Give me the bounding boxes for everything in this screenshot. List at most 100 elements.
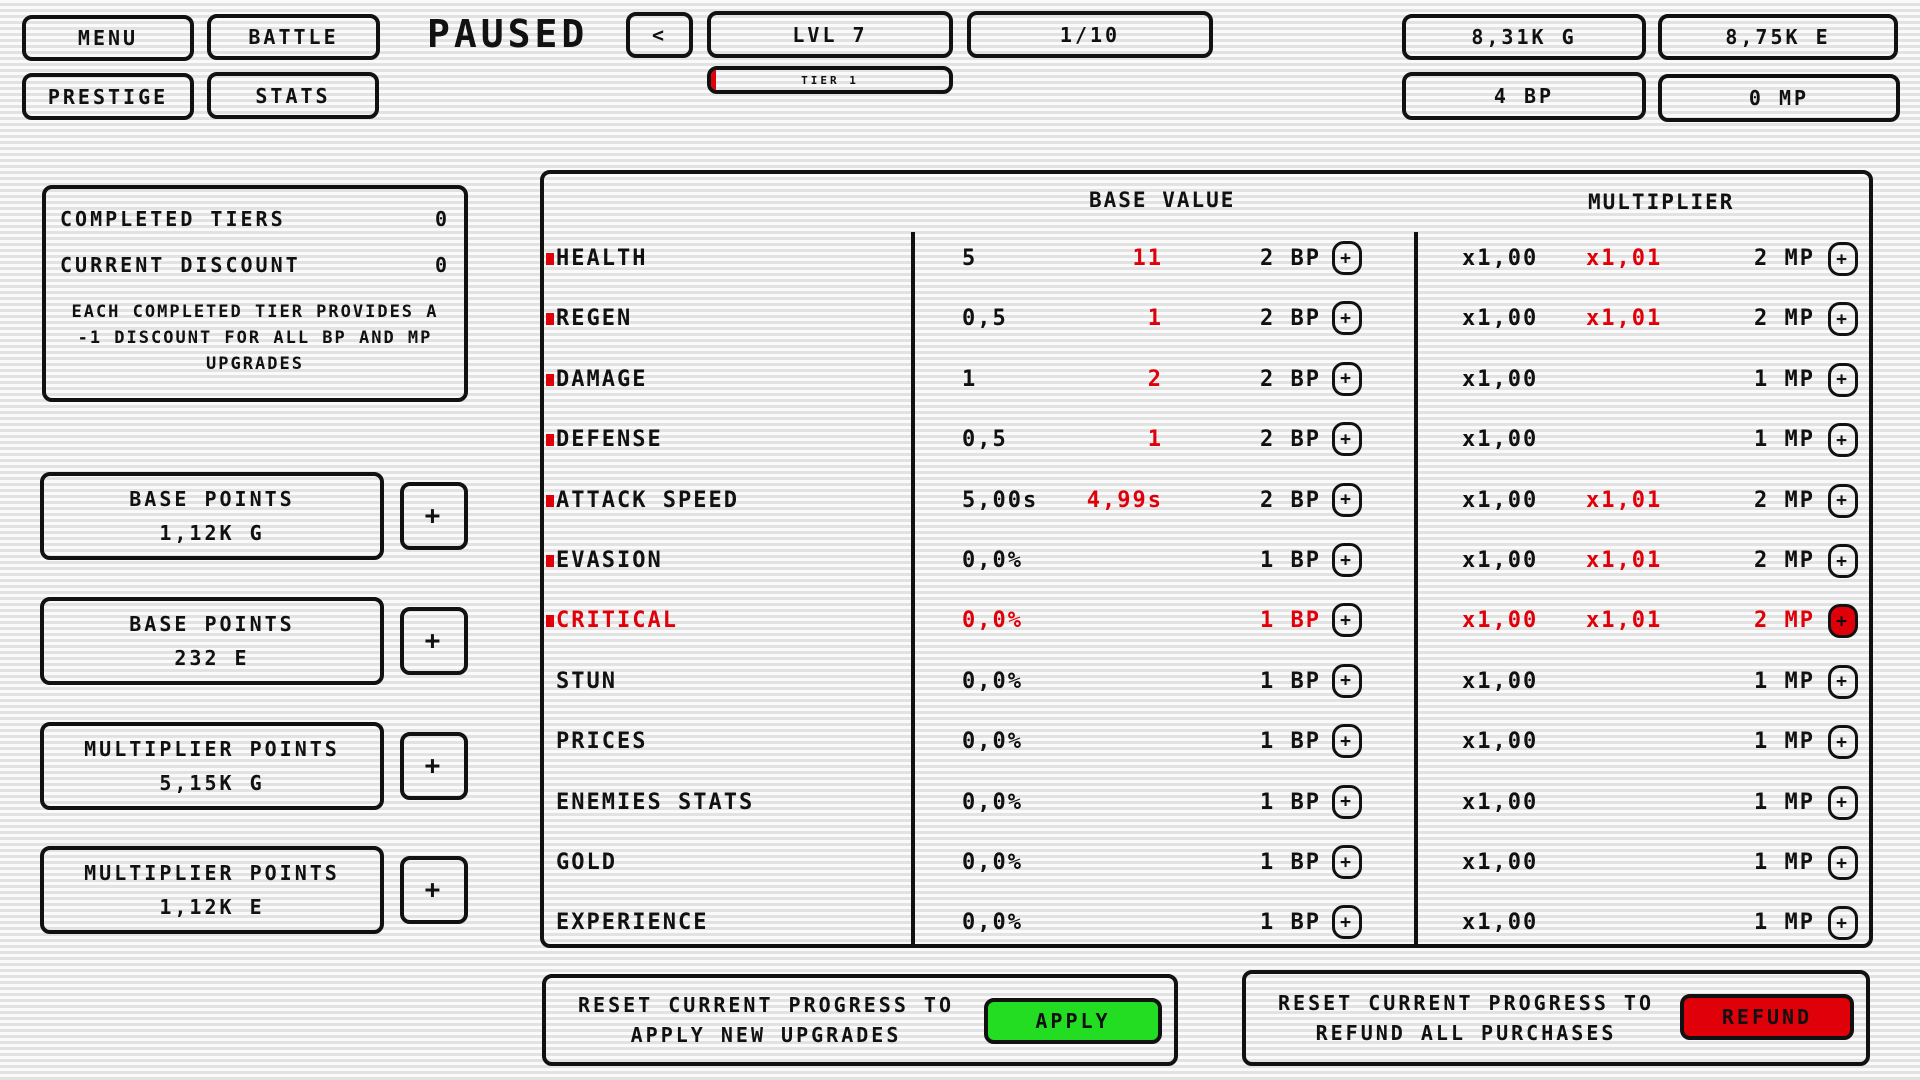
mp-cost: 2 MP bbox=[1754, 246, 1815, 271]
buy-base-button[interactable]: + bbox=[1332, 845, 1362, 879]
base-value: 5,00s bbox=[962, 487, 1039, 513]
mp-cost: 1 MP bbox=[1754, 789, 1815, 815]
buy-multiplier-button[interactable]: + bbox=[1828, 846, 1858, 880]
buy-base-button[interactable]: + bbox=[1332, 301, 1362, 336]
buy-multiplier-button[interactable]: + bbox=[1828, 544, 1858, 578]
upgrade-name: REGEN bbox=[556, 306, 633, 332]
mp-cost: 1 MP bbox=[1754, 910, 1815, 936]
marker-icon bbox=[546, 434, 554, 447]
battle-button[interactable]: BATTLE bbox=[207, 14, 380, 60]
buy-base-button[interactable]: + bbox=[1332, 241, 1362, 275]
mp-cost: 1 MP bbox=[1754, 668, 1815, 694]
bp-cost: 2 BP bbox=[1260, 306, 1321, 332]
prestige-button[interactable]: PRESTIGE bbox=[22, 73, 194, 120]
refund-button[interactable]: REFUND bbox=[1680, 994, 1854, 1040]
base-value: 5 bbox=[962, 246, 978, 271]
buy-base-button[interactable]: + bbox=[1332, 905, 1362, 940]
buy-base-button[interactable]: + bbox=[1332, 663, 1362, 698]
buy-multiplier-button[interactable]: + bbox=[1828, 483, 1858, 518]
bp-cost: 2 BP bbox=[1260, 246, 1321, 271]
base-value: 0,0% bbox=[962, 548, 1023, 573]
points-cost: 232 E bbox=[174, 646, 250, 670]
back-button[interactable]: < bbox=[626, 12, 693, 58]
buy-multiplier-button[interactable]: + bbox=[1828, 362, 1858, 397]
buy-base-button[interactable]: + bbox=[1332, 543, 1362, 577]
base-value: 0,5 bbox=[962, 427, 1008, 453]
points-title: MULTIPLIER POINTS bbox=[84, 861, 340, 885]
upgrade-name: STUN bbox=[556, 668, 617, 694]
points-cost: 1,12K E bbox=[159, 895, 265, 919]
stats-button[interactable]: STATS bbox=[207, 72, 379, 119]
base-value-next: 11 bbox=[1132, 246, 1163, 271]
bp-cost: 2 BP bbox=[1260, 366, 1321, 392]
multiplier-value: x1,00 bbox=[1462, 306, 1539, 332]
points-cost: 1,12K G bbox=[159, 521, 265, 545]
completed-tiers-value: 0 bbox=[434, 207, 450, 231]
multiplier-value: x1,00 bbox=[1462, 910, 1539, 936]
upgrade-name: CRITICAL bbox=[556, 608, 678, 634]
buy-multiplier-button[interactable]: + bbox=[1828, 423, 1858, 458]
mp-cost: 1 MP bbox=[1754, 427, 1815, 453]
points-title: BASE POINTS bbox=[129, 612, 295, 636]
base-value: 0,0% bbox=[962, 608, 1023, 634]
current-discount-label: CURRENT DISCOUNT bbox=[60, 253, 301, 277]
tier-progress-fill bbox=[711, 70, 716, 90]
base-value-next: 2 bbox=[1147, 366, 1163, 392]
bp-cost: 1 BP bbox=[1260, 789, 1321, 815]
level-display: LVL 7 bbox=[707, 11, 953, 58]
mp-cost: 2 MP bbox=[1754, 306, 1815, 332]
experience-display: 8,75K E bbox=[1658, 14, 1898, 60]
bp-cost: 1 BP bbox=[1260, 850, 1321, 875]
bp-cost: 1 BP bbox=[1260, 910, 1321, 936]
upgrade-name: ATTACK SPEED bbox=[556, 487, 739, 513]
buy-multiplier-button[interactable]: + bbox=[1828, 302, 1858, 337]
multiplier-value: x1,00 bbox=[1462, 608, 1539, 634]
marker-icon bbox=[546, 313, 554, 326]
menu-button[interactable]: MENU bbox=[22, 15, 194, 61]
multiplier-value-next: x1,01 bbox=[1586, 246, 1663, 271]
buy-points-button[interactable]: + bbox=[400, 482, 468, 550]
mp-cost: 1 MP bbox=[1754, 729, 1815, 755]
base-value: 0,5 bbox=[962, 306, 1008, 332]
buy-base-button[interactable]: + bbox=[1332, 603, 1362, 638]
mp-cost: 2 MP bbox=[1754, 608, 1815, 634]
buy-multiplier-button[interactable]: + bbox=[1828, 242, 1858, 276]
multiplier-value-next: x1,01 bbox=[1586, 548, 1663, 573]
marker-icon bbox=[546, 615, 554, 628]
upgrade-name: PRICES bbox=[556, 729, 648, 755]
points-title: MULTIPLIER POINTS bbox=[84, 737, 340, 761]
buy-base-button[interactable]: + bbox=[1332, 724, 1362, 759]
buy-multiplier-button[interactable]: + bbox=[1828, 664, 1858, 699]
multiplier-value: x1,00 bbox=[1462, 246, 1539, 271]
marker-icon bbox=[546, 253, 554, 265]
multiplier-value: x1,00 bbox=[1462, 789, 1539, 815]
buy-base-button[interactable]: + bbox=[1332, 361, 1362, 396]
multiplier-value: x1,00 bbox=[1462, 729, 1539, 755]
buy-multiplier-button[interactable]: + bbox=[1828, 725, 1858, 760]
buy-points-button[interactable]: + bbox=[400, 607, 468, 675]
multiplier-value: x1,00 bbox=[1462, 668, 1539, 694]
column-divider bbox=[1414, 232, 1418, 948]
buy-multiplier-button[interactable]: + bbox=[1828, 604, 1858, 639]
upgrades-table: BASE VALUE MULTIPLIER HEALTH 5 11 2 BP +… bbox=[540, 170, 1873, 948]
buy-points-button[interactable]: + bbox=[400, 856, 468, 924]
base-value-header: BASE VALUE bbox=[1089, 188, 1236, 212]
buy-base-button[interactable]: + bbox=[1332, 422, 1362, 457]
completed-tiers-label: COMPLETED TIERS bbox=[60, 207, 286, 231]
mp-cost: 1 MP bbox=[1754, 366, 1815, 392]
apply-panel: RESET CURRENT PROGRESS TO APPLY NEW UPGR… bbox=[542, 974, 1178, 1066]
bp-cost: 1 BP bbox=[1260, 668, 1321, 694]
base-value-next: 1 bbox=[1147, 306, 1163, 332]
buy-multiplier-button[interactable]: + bbox=[1828, 785, 1858, 820]
multiplier-value-next: x1,01 bbox=[1586, 487, 1663, 513]
base-value-next: 4,99s bbox=[1086, 487, 1163, 513]
upgrade-name: ENEMIES STATS bbox=[556, 789, 755, 815]
multiplier-value: x1,00 bbox=[1462, 487, 1539, 513]
buy-multiplier-button[interactable]: + bbox=[1828, 906, 1858, 941]
upgrade-name: EVASION bbox=[556, 548, 663, 573]
buy-points-button[interactable]: + bbox=[400, 732, 468, 800]
buy-base-button[interactable]: + bbox=[1332, 784, 1362, 819]
buy-base-button[interactable]: + bbox=[1332, 482, 1362, 517]
mp-cost: 2 MP bbox=[1754, 548, 1815, 573]
apply-button[interactable]: APPLY bbox=[984, 998, 1162, 1044]
